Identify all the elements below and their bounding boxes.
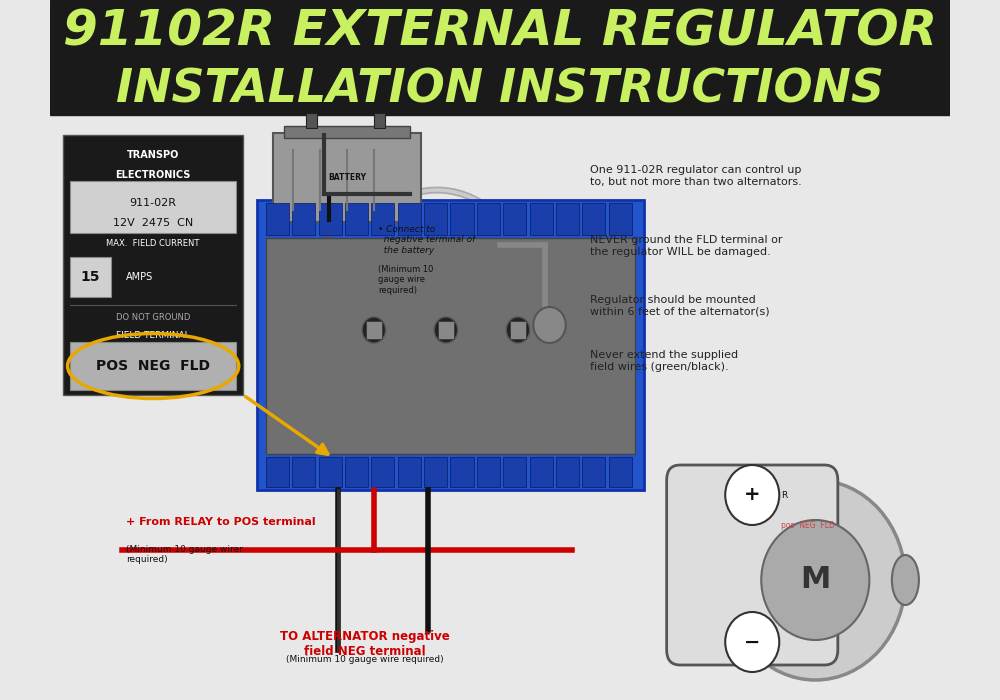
Text: R: R xyxy=(781,491,787,500)
Bar xyxy=(319,457,342,487)
Bar xyxy=(503,203,526,235)
Bar xyxy=(438,321,454,339)
Bar xyxy=(50,0,950,115)
Bar xyxy=(556,457,579,487)
FancyBboxPatch shape xyxy=(63,135,243,395)
FancyBboxPatch shape xyxy=(273,133,421,222)
Bar xyxy=(345,457,368,487)
Text: FIELD TERMINAL: FIELD TERMINAL xyxy=(116,330,190,340)
Circle shape xyxy=(506,317,530,343)
Bar xyxy=(374,113,385,128)
Bar xyxy=(70,257,111,297)
Bar xyxy=(398,203,421,235)
Bar xyxy=(582,203,605,235)
Circle shape xyxy=(761,520,869,640)
Text: (Minimum 10 gauge wirer
required): (Minimum 10 gauge wirer required) xyxy=(126,545,243,564)
Bar xyxy=(477,457,500,487)
Bar xyxy=(306,113,317,128)
Bar xyxy=(292,457,315,487)
Text: TRANSPO: TRANSPO xyxy=(127,150,179,160)
Text: (Minimum 10
gauge wire
required): (Minimum 10 gauge wire required) xyxy=(378,265,434,295)
Bar xyxy=(609,457,632,487)
Circle shape xyxy=(362,317,386,343)
Bar xyxy=(503,457,526,487)
Text: DO NOT GROUND: DO NOT GROUND xyxy=(116,312,190,321)
Text: 91102R EXTERNAL REGULATOR: 91102R EXTERNAL REGULATOR xyxy=(63,8,937,56)
Bar xyxy=(266,203,289,235)
Bar xyxy=(266,238,635,454)
Text: ELECTRONICS: ELECTRONICS xyxy=(115,170,191,180)
Text: POS  NEG  FLD: POS NEG FLD xyxy=(96,359,210,373)
Bar xyxy=(510,321,526,339)
Bar xyxy=(398,457,421,487)
Text: 15: 15 xyxy=(81,270,100,284)
Bar xyxy=(366,321,382,339)
Bar xyxy=(477,203,500,235)
FancyBboxPatch shape xyxy=(257,200,644,490)
Text: MAX.  FIELD CURRENT: MAX. FIELD CURRENT xyxy=(106,239,200,248)
Bar xyxy=(530,457,553,487)
Text: +: + xyxy=(744,486,760,505)
Bar xyxy=(424,457,447,487)
Bar xyxy=(371,203,394,235)
Text: One 911-02R regulator can control up
to, but not more than two alternators.: One 911-02R regulator can control up to,… xyxy=(590,165,802,187)
Text: 911-02R: 911-02R xyxy=(130,198,177,208)
Ellipse shape xyxy=(892,555,919,605)
Text: • Connect to
  negative terminal of
  the battery: • Connect to negative terminal of the ba… xyxy=(378,225,476,255)
Text: NEVER ground the FLD terminal or
the regulator WILL be damaged.: NEVER ground the FLD terminal or the reg… xyxy=(590,235,783,257)
Bar xyxy=(556,203,579,235)
FancyBboxPatch shape xyxy=(667,465,838,665)
Text: 12V  2475  CN: 12V 2475 CN xyxy=(113,218,193,228)
Circle shape xyxy=(725,612,779,672)
Text: −: − xyxy=(744,633,760,652)
Text: TO ALTERNATOR negative
field NEG terminal: TO ALTERNATOR negative field NEG termina… xyxy=(280,630,450,658)
Bar xyxy=(582,457,605,487)
Bar xyxy=(371,457,394,487)
Bar xyxy=(345,203,368,235)
Text: VOLTAGE REGULATOR: VOLTAGE REGULATOR xyxy=(99,190,207,199)
Bar xyxy=(530,203,553,235)
Bar xyxy=(284,126,410,138)
Circle shape xyxy=(725,480,905,680)
Bar xyxy=(266,457,289,487)
Text: (Minimum 10 gauge wire required): (Minimum 10 gauge wire required) xyxy=(286,655,444,664)
Bar xyxy=(424,203,447,235)
Text: M: M xyxy=(800,566,830,594)
Bar xyxy=(70,181,236,233)
Text: INSTALLATION INSTRUCTIONS: INSTALLATION INSTRUCTIONS xyxy=(116,67,884,113)
Bar xyxy=(609,203,632,235)
Bar xyxy=(450,203,474,235)
Text: Never extend the supplied
field wires (green/black).: Never extend the supplied field wires (g… xyxy=(590,350,738,372)
Ellipse shape xyxy=(712,555,739,605)
Text: + From RELAY to POS terminal: + From RELAY to POS terminal xyxy=(126,517,316,527)
Bar xyxy=(450,457,474,487)
Bar xyxy=(292,203,315,235)
Bar xyxy=(70,342,236,390)
Circle shape xyxy=(533,307,566,343)
Text: pos  NEG  FLD: pos NEG FLD xyxy=(781,521,835,529)
Circle shape xyxy=(434,317,458,343)
Text: AMPS: AMPS xyxy=(126,272,153,282)
Text: BATTERY: BATTERY xyxy=(328,174,366,183)
Circle shape xyxy=(725,465,779,525)
Bar xyxy=(319,203,342,235)
Text: Regulator should be mounted
within 6 feet of the alternator(s): Regulator should be mounted within 6 fee… xyxy=(590,295,770,316)
